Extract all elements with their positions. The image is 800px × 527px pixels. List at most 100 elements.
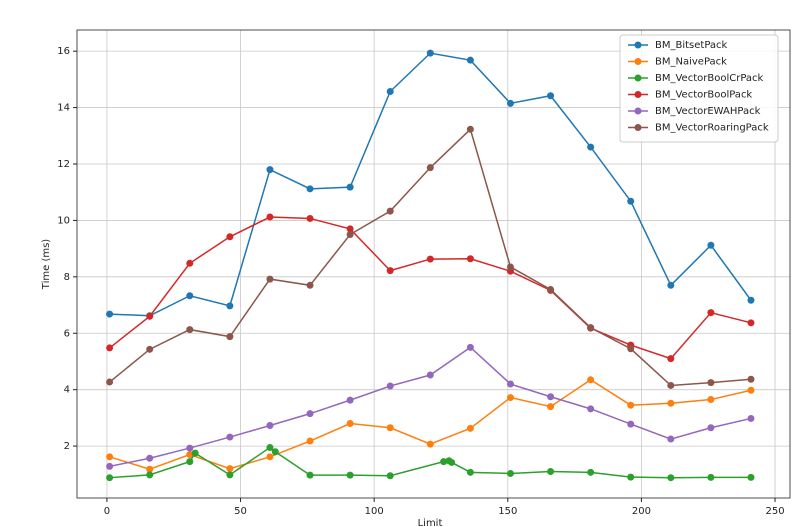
point [426, 49, 434, 57]
legend-marker [634, 107, 642, 115]
point [426, 164, 434, 172]
point [707, 309, 715, 317]
point [667, 399, 675, 407]
point [707, 473, 715, 481]
series-line [109, 378, 752, 471]
point [186, 444, 194, 452]
point [747, 473, 755, 481]
point [466, 255, 474, 263]
legend-marker [634, 91, 642, 98]
point [271, 448, 279, 456]
point [627, 420, 635, 428]
point [306, 185, 314, 193]
point [346, 225, 354, 233]
point [466, 56, 474, 64]
point [547, 92, 555, 100]
series-line [109, 446, 751, 479]
point [448, 458, 456, 466]
point [146, 471, 154, 479]
point [506, 263, 514, 271]
point [306, 471, 314, 479]
point [747, 296, 755, 304]
point [747, 319, 755, 327]
point [426, 371, 434, 379]
point [440, 458, 448, 466]
x-tick-label: 250 [765, 506, 784, 517]
x-tick-label: 100 [365, 506, 384, 517]
point [707, 396, 715, 404]
point [106, 474, 114, 482]
point [587, 324, 595, 332]
point [106, 453, 114, 461]
point [667, 381, 675, 389]
point [386, 424, 394, 432]
legend-label: BM_VectorRoaringPack [655, 123, 769, 134]
point [547, 286, 555, 294]
point [707, 424, 715, 432]
point [226, 465, 234, 473]
y-tick-label: 6 [64, 328, 70, 339]
point [506, 394, 514, 402]
y-tick-label: 16 [57, 46, 70, 57]
point [306, 437, 314, 445]
point [426, 440, 434, 448]
point [627, 197, 635, 205]
y-tick-label: 14 [57, 103, 70, 114]
x-tick-label: 200 [632, 506, 651, 517]
point [386, 382, 394, 390]
point [266, 166, 274, 174]
legend-label: BM_VectorBoolPack [655, 90, 752, 101]
legend-box [619, 34, 779, 143]
point [386, 267, 394, 275]
point [667, 355, 675, 363]
series-line [109, 216, 752, 360]
point [146, 465, 154, 473]
point [346, 183, 354, 191]
point [386, 472, 394, 480]
point [306, 410, 314, 418]
point [146, 312, 154, 320]
point [547, 467, 555, 475]
point [226, 433, 234, 441]
point [547, 393, 555, 401]
legend-marker [634, 41, 642, 49]
point [186, 458, 194, 466]
series-line [109, 346, 752, 468]
point [226, 233, 234, 241]
y-tick-label: 2 [64, 441, 70, 452]
point [226, 333, 234, 341]
point [426, 255, 434, 263]
point [627, 401, 635, 409]
point [106, 378, 114, 386]
legend: BM_BitsetPack BM_NaivePack BM_VectorBoolCr… [619, 34, 779, 143]
legend-marker [634, 74, 642, 82]
point [146, 345, 154, 353]
point [346, 420, 354, 428]
point [466, 343, 474, 351]
point [266, 275, 274, 283]
legend-marker [634, 124, 642, 131]
y-tick-label: 12 [57, 159, 70, 170]
x-tick-label: 150 [498, 506, 517, 517]
point [186, 451, 194, 459]
point [547, 403, 555, 411]
y-tick-label: 10 [57, 215, 70, 226]
point [587, 468, 595, 476]
point [226, 302, 234, 310]
legend-label: BM_VectorEWAHPack [655, 106, 761, 117]
point [627, 345, 635, 353]
point [266, 453, 274, 461]
point [346, 231, 354, 239]
point [747, 414, 755, 422]
point [747, 386, 755, 394]
point [466, 468, 474, 476]
point [346, 396, 354, 404]
point [306, 214, 314, 222]
plot-frame [76, 29, 791, 499]
point [186, 292, 194, 300]
point [386, 207, 394, 215]
point [587, 143, 595, 151]
y-tick-label: 4 [64, 385, 70, 396]
point [667, 281, 675, 289]
x-tick-label: 50 [234, 506, 247, 517]
